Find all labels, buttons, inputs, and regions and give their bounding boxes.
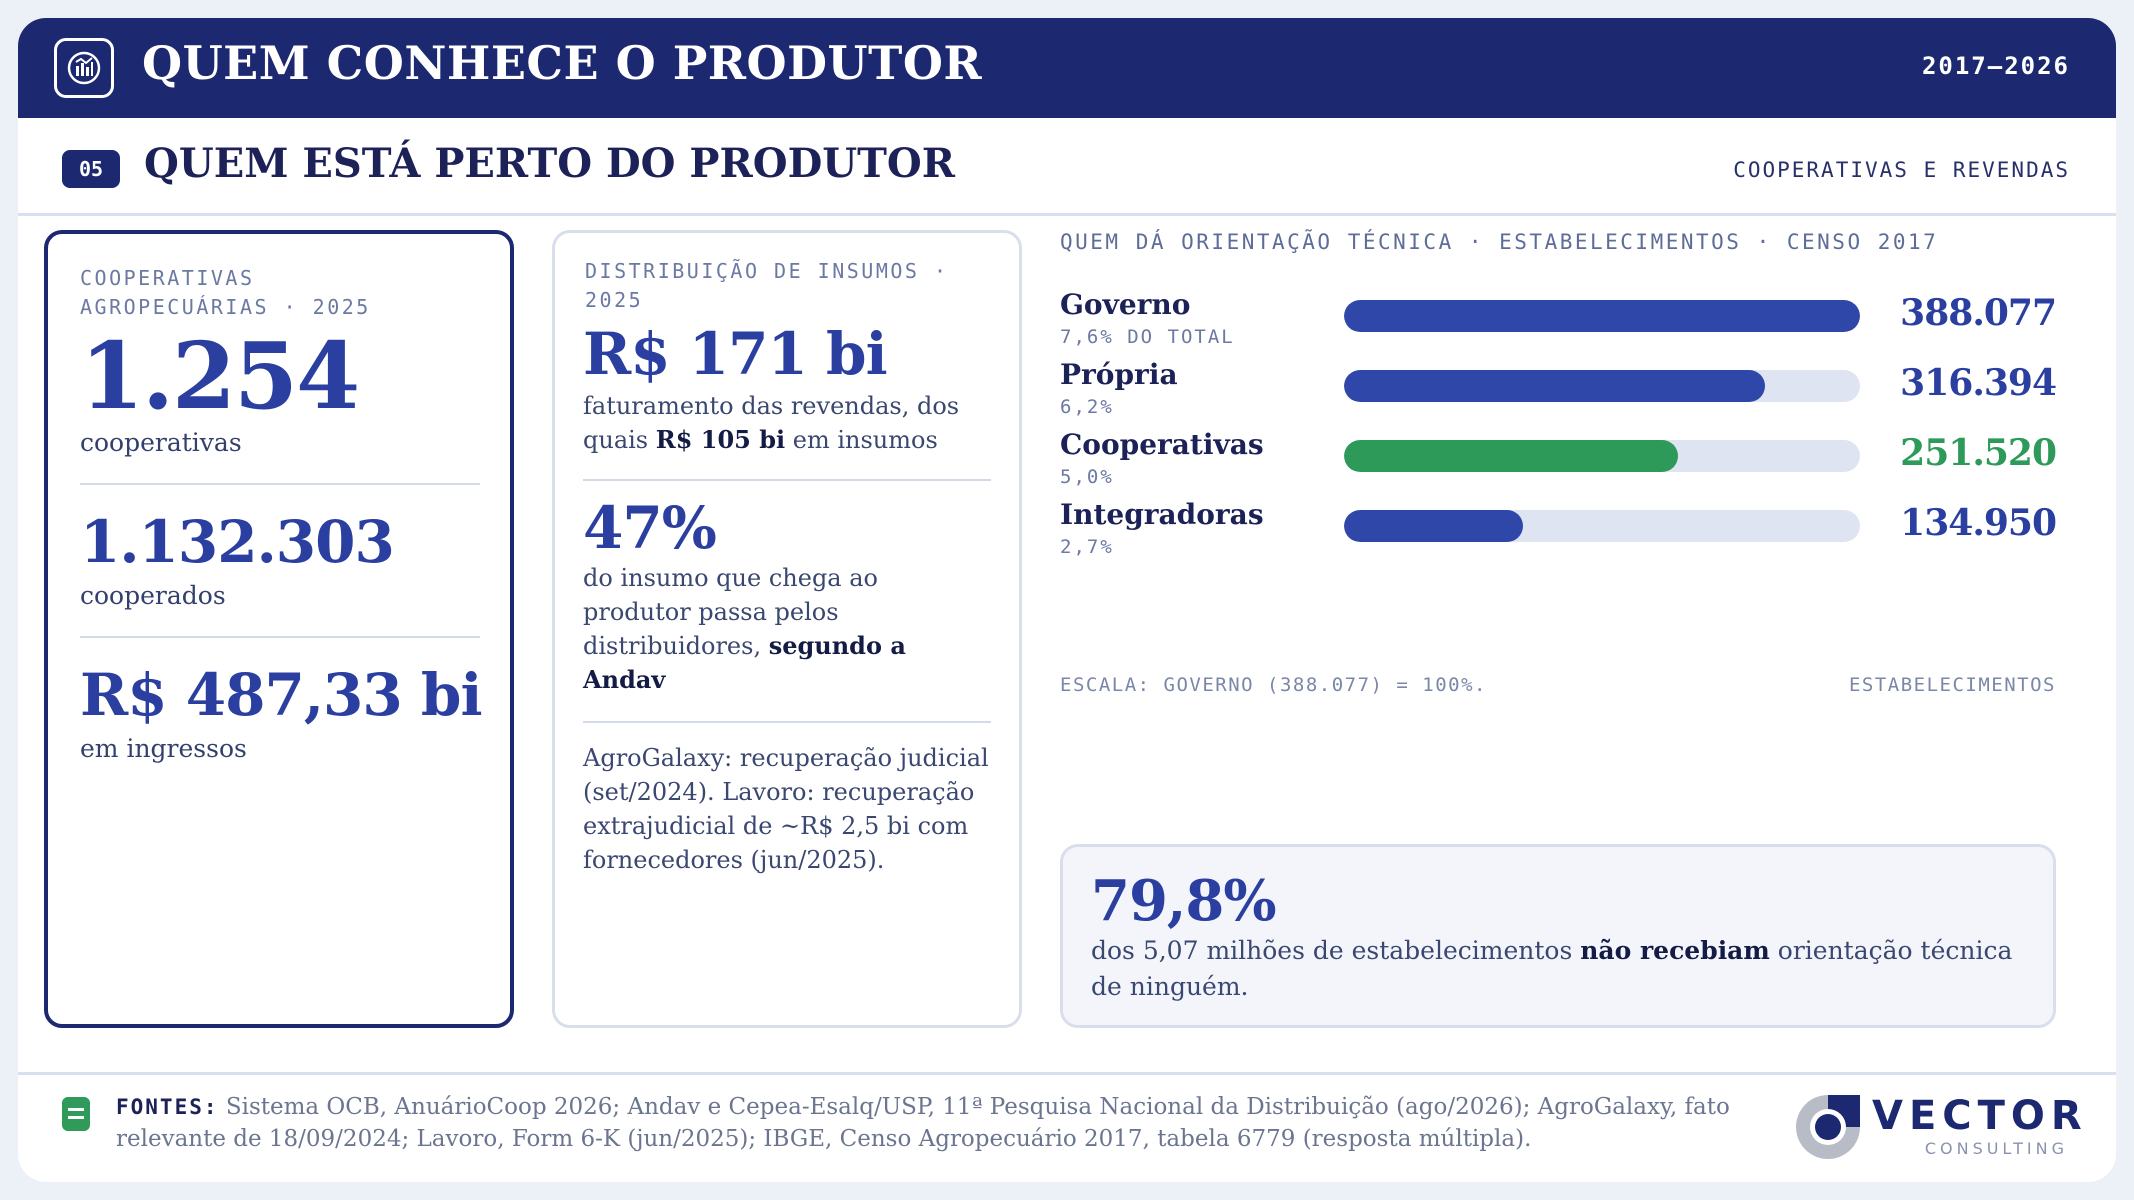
revendas-text: faturamento das revendas, dos quais R$ 1… (583, 392, 960, 454)
category-label: Própria (1060, 358, 1178, 391)
value-label: 316.394 (1900, 362, 2057, 404)
sources-text: FONTES: Sistema OCB, AnuárioCoop 2026; A… (116, 1094, 1730, 1152)
callout-text: dos 5,07 milhões de estabelecimentos não… (1091, 936, 2013, 1001)
category-label: Cooperativas (1060, 428, 1264, 461)
vector-logo-icon (1796, 1095, 1860, 1159)
orientacao-tecnica-chart: QUEM DÁ ORIENTAÇÃO TÉCNICA · ESTABELECIM… (1060, 230, 2057, 710)
vector-logo: VECTOR CONSULTING (1792, 1089, 2082, 1165)
ingressos-caption: em ingressos (80, 734, 247, 763)
distribuicao-label: DISTRIBUIÇÃO DE INSUMOS · 2025 (585, 259, 949, 312)
value-label: 134.950 (1900, 502, 2057, 544)
chart-scale-note: ESCALA: GOVERNO (388.077) = 100%. (1060, 674, 1487, 696)
callout-box: 79,8% dos 5,07 milhões de estabeleciment… (1060, 844, 2056, 1028)
bar-track (1344, 510, 1860, 542)
share-text: do insumo que chega ao produtor passa pe… (583, 564, 906, 694)
divider (583, 721, 991, 723)
divider (583, 479, 991, 481)
section-bar: 05 QUEM ESTÁ PERTO DO PRODUTOR COOPERATI… (18, 118, 2116, 216)
chart-row: Governo 7,6% DO TOTAL 388.077 (1060, 288, 2057, 358)
share-label: 2,7% (1060, 536, 1114, 558)
section-tag: COOPERATIVAS E REVENDAS (1733, 158, 2070, 182)
value-label: 251.520 (1900, 432, 2057, 474)
chart-unit-note: ESTABELECIMENTOS (1848, 674, 2056, 696)
cooperativas-count: 1.254 (80, 322, 360, 430)
share-label: 6,2% (1060, 396, 1114, 418)
footer: FONTES: Sistema OCB, AnuárioCoop 2026; A… (18, 1072, 2116, 1182)
chart-report-icon (54, 38, 114, 98)
cooperados-caption: cooperados (80, 581, 226, 610)
distribuicao-note: AgroGalaxy: recuperação judicial (set/20… (583, 744, 989, 874)
brand-subtitle: CONSULTING (1924, 1139, 2068, 1158)
bar (1344, 440, 1679, 472)
divider (80, 483, 480, 485)
chart-row: Integradoras 2,7% 134.950 (1060, 498, 2057, 568)
bar (1344, 300, 1860, 332)
bar-track (1344, 300, 1860, 332)
distribuicao-panel: DISTRIBUIÇÃO DE INSUMOS · 2025 R$ 171 bi… (552, 230, 1022, 1028)
ingressos-value: R$ 487,33 bi (80, 661, 483, 729)
cooperados-count: 1.132.303 (80, 508, 395, 576)
bar-track (1344, 370, 1860, 402)
cooperativas-label: COOPERATIVAS AGROPECUÁRIAS · 2025 (80, 266, 371, 319)
divider (80, 636, 480, 638)
value-label: 388.077 (1900, 292, 2057, 334)
period-label: 2017–2026 (1921, 52, 2070, 80)
header-bar: QUEM CONHECE O PRODUTOR 2017–2026 (18, 18, 2116, 118)
cooperativas-count-caption: cooperativas (80, 428, 242, 457)
chart-title: QUEM DÁ ORIENTAÇÃO TÉCNICA · ESTABELECIM… (1060, 230, 1939, 254)
share-value: 47% (583, 494, 717, 562)
revendas-value: R$ 171 bi (583, 320, 888, 388)
section-title: QUEM ESTÁ PERTO DO PRODUTOR (144, 140, 956, 187)
brand-name: VECTOR (1872, 1093, 2088, 1139)
share-label: 5,0% (1060, 466, 1114, 488)
chart-row: Própria 6,2% 316.394 (1060, 358, 2057, 428)
chart-row: Cooperativas 5,0% 251.520 (1060, 428, 2057, 498)
bar (1344, 510, 1524, 542)
category-label: Governo (1060, 288, 1191, 321)
cooperativas-panel: COOPERATIVAS AGROPECUÁRIAS · 2025 1.254 … (44, 230, 514, 1028)
document-icon (62, 1097, 90, 1131)
callout-value: 79,8% (1091, 868, 1277, 934)
category-label: Integradoras (1060, 498, 1264, 531)
share-label: 7,6% DO TOTAL (1060, 326, 1235, 348)
page-title: QUEM CONHECE O PRODUTOR (142, 36, 983, 90)
section-number-badge: 05 (62, 150, 120, 188)
bar-track (1344, 440, 1860, 472)
bar (1344, 370, 1765, 402)
